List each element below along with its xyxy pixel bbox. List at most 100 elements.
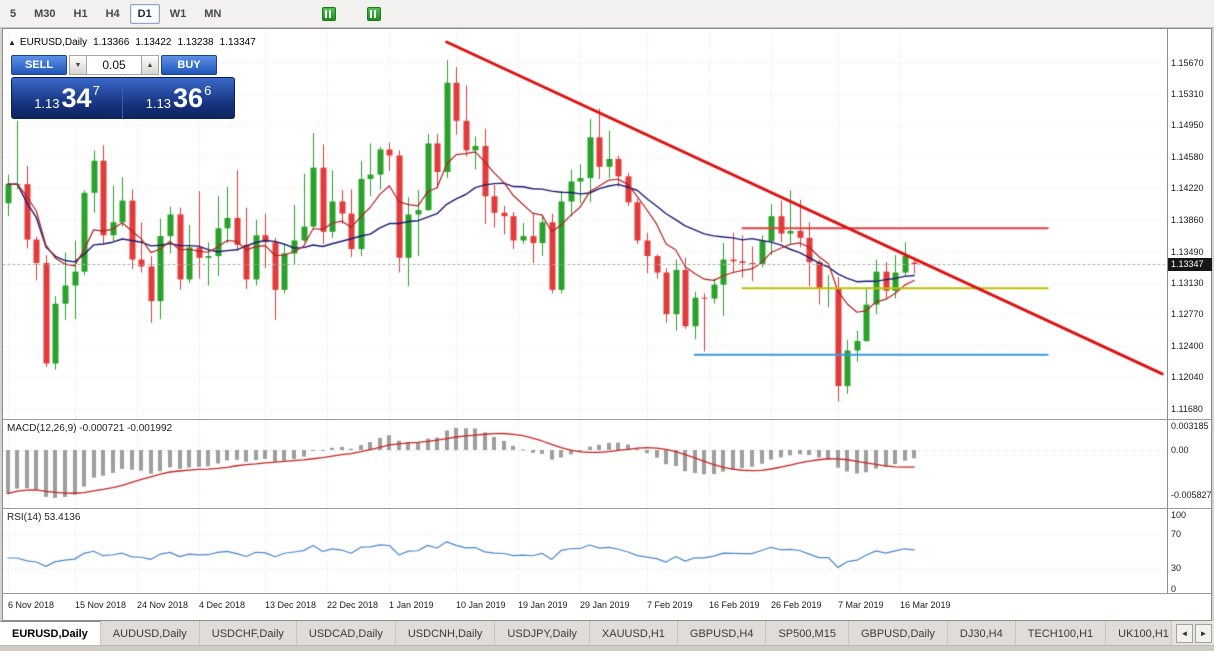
chart-tab-eurusd-daily[interactable]: EURUSD,Daily [0,621,101,645]
timeframe-h1[interactable]: H1 [73,7,88,20]
macd-axis-tick: -0.005827 [1171,490,1212,500]
chart-tab-usdjpy-daily[interactable]: USDJPY,Daily [495,621,590,645]
chart-tab-uk100-h1[interactable]: UK100,H1 [1106,621,1182,645]
buy-price-prefix: 1.13 [145,96,172,111]
sell-button[interactable]: SELL [11,55,67,75]
price-axis-tick: 1.13490 [1171,247,1204,257]
price-axis-tick: 1.11680 [1171,404,1203,414]
rsi-axis-tick: 100 [1171,510,1187,520]
price-axis-tick: 1.13130 [1171,278,1204,288]
sell-price-big-digits: 34 [61,83,92,113]
sell-price-prefix: 1.13 [34,96,60,111]
rsi-canvas[interactable] [3,509,1167,593]
date-axis-tick: 16 Feb 2019 [709,600,760,610]
date-axis-tick: 22 Dec 2018 [327,600,379,610]
date-axis-tick: 15 Nov 2018 [75,600,127,610]
toolbar-spacer [230,13,322,14]
price-axis-tick: 1.14220 [1171,183,1204,193]
date-axis-tick: 16 Mar 2019 [900,600,951,610]
bottom-scrollbar[interactable] [0,646,1214,651]
pane-separator[interactable] [3,508,1211,509]
macd-canvas[interactable] [3,420,1167,508]
one-click-trading-panel: SELL ▼ ▲ BUY 1.13 34 7 1.13 36 6 [11,55,235,119]
timeframe-mn[interactable]: MN [204,7,222,20]
bars-glyph-icon [370,9,379,18]
date-axis-tick: 29 Jan 2019 [580,600,630,610]
chart-tab-xauusd-h1[interactable]: XAUUSD,H1 [589,621,678,645]
price-axis-tick: 1.14580 [1171,152,1204,162]
rsi-axis-tick: 70 [1171,529,1182,539]
tabs-scroll-controls: ◄ ► [1171,621,1214,645]
macd-axis-tick: 0.00 [1171,445,1189,455]
toolbar-green-chart-icon-1[interactable] [322,6,337,21]
chart-window: ▲ EURUSD,Daily 1.13366 1.13422 1.13238 1… [2,28,1212,621]
buy-price-pipette: 6 [204,83,212,98]
timeframe-bar: 5 M30 H1 H4 D1 W1 MN [1,3,230,24]
volume-input[interactable] [86,55,142,75]
date-axis-tick: 6 Nov 2018 [8,600,55,610]
chart-tab-gbpusd-daily[interactable]: GBPUSD,Daily [848,621,948,645]
one-click-trading-toggle-icon[interactable]: ▲ [8,38,16,47]
pane-separator[interactable] [3,419,1211,420]
volume-increase-button[interactable]: ▲ [142,55,159,75]
buy-price-button[interactable]: 1.13 36 6 [123,77,235,119]
chart-tab-sp500-m15[interactable]: SP500,M15 [766,621,849,645]
macd-axis-tick: 0.003185 [1171,421,1209,431]
trade-controls-row: SELL ▼ ▲ BUY [11,55,235,75]
price-axis-tick: 1.13860 [1171,215,1204,225]
date-axis-tick: 19 Jan 2019 [518,600,568,610]
timeframe-m30[interactable]: M30 [34,7,56,20]
trade-prices-row: 1.13 34 7 1.13 36 6 [11,77,235,119]
timeframe-w1[interactable]: W1 [169,7,187,20]
chart-low-value: 1.13238 [177,37,214,48]
buy-price-big-digits: 36 [173,83,204,113]
tabs-scroll-right-button[interactable]: ► [1195,624,1212,643]
rsi-axis-tick: 30 [1171,563,1182,573]
timeframe-5[interactable]: 5 [10,7,17,20]
date-axis-tick: 7 Feb 2019 [647,600,693,610]
chart-tab-dj30-h4[interactable]: DJ30,H4 [947,621,1016,645]
toolbar-green-chart-icon-2[interactable] [367,6,382,21]
current-price-tag: 1.13347 [1168,258,1212,271]
chart-tab-audusd-daily[interactable]: AUDUSD,Daily [100,621,200,645]
chart-tab-usdcad-daily[interactable]: USDCAD,Daily [296,621,396,645]
date-axis-tick: 10 Jan 2019 [456,600,506,610]
bars-glyph-icon [325,9,334,18]
date-axis-tick: 24 Nov 2018 [137,600,189,610]
chart-tab-usdcnh-daily[interactable]: USDCNH,Daily [395,621,496,645]
pane-separator[interactable] [3,593,1211,594]
date-axis-tick: 26 Feb 2019 [771,600,822,610]
macd-indicator-label: MACD(12,26,9) -0.000721 -0.001992 [7,423,173,434]
rsi-axis-tick: 0 [1171,584,1177,594]
chart-tab-tech100-h1[interactable]: TECH100,H1 [1015,621,1107,645]
price-axis[interactable]: 1.15670 1.15310 1.14950 1.14580 1.14220 1.138… [1167,29,1212,594]
tabs-scroll-left-button[interactable]: ◄ [1176,624,1193,643]
date-axis-tick: 13 Dec 2018 [265,600,317,610]
chart-tabs-bar: EURUSD,Daily AUDUSD,Daily USDCHF,Daily USDC… [0,621,1214,646]
chart-ohlc-header: ▲ EURUSD,Daily 1.13366 1.13422 1.13238 1… [8,37,262,48]
timeframe-h4[interactable]: H4 [105,7,120,20]
chart-tab-gbpusd-h4[interactable]: GBPUSD,H4 [677,621,767,645]
sell-price-pipette: 7 [92,83,100,98]
volume-decrease-button[interactable]: ▼ [69,55,86,75]
date-axis-tick: 1 Jan 2019 [389,600,434,610]
price-axis-tick: 1.15670 [1171,58,1204,68]
rsi-indicator-label: RSI(14) 53.4136 [7,512,81,523]
chart-high-value: 1.13422 [135,37,172,48]
date-axis-tick: 4 Dec 2018 [199,600,246,610]
price-axis-tick: 1.12400 [1171,341,1204,351]
buy-button[interactable]: BUY [161,55,217,75]
chart-symbol-label: EURUSD,Daily [19,37,88,48]
chart-tab-usdchf-daily[interactable]: USDCHF,Daily [199,621,297,645]
sell-price-button[interactable]: 1.13 34 7 [11,77,123,119]
date-axis-tick: 7 Mar 2019 [838,600,884,610]
date-axis[interactable]: 6 Nov 2018 15 Nov 2018 24 Nov 2018 4 Dec 20… [3,594,1211,620]
timeframe-toolbar: 5 M30 H1 H4 D1 W1 MN [0,0,1214,28]
price-axis-tick: 1.14950 [1171,120,1204,130]
chart-open-value: 1.13366 [93,37,130,48]
price-axis-tick: 1.15310 [1171,89,1204,99]
price-axis-tick: 1.12770 [1171,309,1204,319]
chart-tabs-row: EURUSD,Daily AUDUSD,Daily USDCHF,Daily USDC… [0,621,1182,645]
price-axis-tick: 1.12040 [1171,372,1204,382]
timeframe-d1[interactable]: D1 [129,3,160,24]
